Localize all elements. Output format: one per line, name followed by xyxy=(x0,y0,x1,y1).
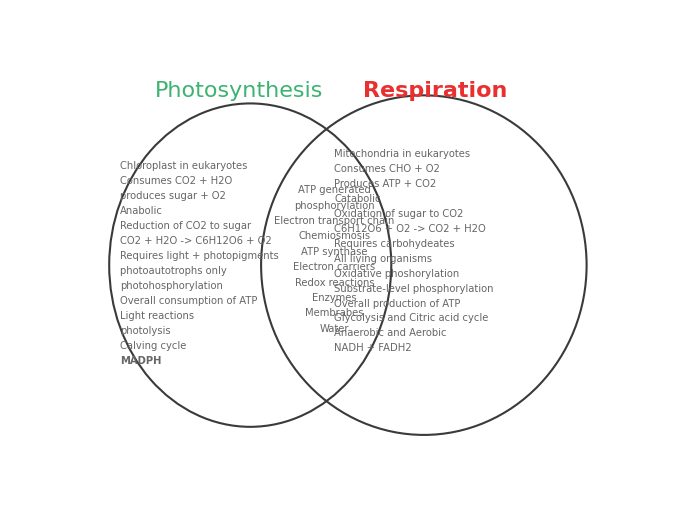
Text: Produces ATP + CO2: Produces ATP + CO2 xyxy=(335,179,437,189)
Text: Oxidative phoshorylation: Oxidative phoshorylation xyxy=(335,269,460,279)
Text: Respiration: Respiration xyxy=(363,81,507,101)
Text: Electron transport chain: Electron transport chain xyxy=(274,216,395,226)
Text: Anaerobic and Aerobic: Anaerobic and Aerobic xyxy=(335,329,447,339)
Text: photoautotrophs only: photoautotrophs only xyxy=(120,266,227,276)
Text: Mitochondria in eukaryotes: Mitochondria in eukaryotes xyxy=(335,149,470,159)
Text: Chloroplast in eukaryotes: Chloroplast in eukaryotes xyxy=(120,161,247,171)
Text: produces sugar + O2: produces sugar + O2 xyxy=(120,191,226,201)
Text: Calving cycle: Calving cycle xyxy=(120,341,186,351)
Text: NADH + FADH2: NADH + FADH2 xyxy=(335,343,412,353)
Text: Requires carbohydeates: Requires carbohydeates xyxy=(335,239,455,249)
Text: Substrate-level phosphorylation: Substrate-level phosphorylation xyxy=(335,284,493,293)
Text: Electron carriers: Electron carriers xyxy=(293,262,375,272)
Text: photohosphorylation: photohosphorylation xyxy=(120,281,223,291)
Text: Redox reactions: Redox reactions xyxy=(295,278,374,288)
Text: CO2 + H2O -> C6H12O6 + O2: CO2 + H2O -> C6H12O6 + O2 xyxy=(120,236,272,246)
Text: MADPH: MADPH xyxy=(120,355,162,365)
Text: Anabolic: Anabolic xyxy=(120,206,163,216)
Text: Oxidation of sugar to CO2: Oxidation of sugar to CO2 xyxy=(335,209,463,219)
Text: phosphorylation: phosphorylation xyxy=(294,201,374,211)
Text: Membrabes: Membrabes xyxy=(305,308,363,318)
Text: Catabolic: Catabolic xyxy=(335,194,381,204)
Text: Overall production of ATP: Overall production of ATP xyxy=(335,299,461,309)
Text: Requires light + photopigments: Requires light + photopigments xyxy=(120,251,279,261)
Text: Reduction of CO2 to sugar: Reduction of CO2 to sugar xyxy=(120,221,251,231)
Text: Consumes CHO + O2: Consumes CHO + O2 xyxy=(335,164,440,174)
Text: Overall consumption of ATP: Overall consumption of ATP xyxy=(120,296,258,306)
Text: Photosynthesis: Photosynthesis xyxy=(155,81,323,101)
Text: ATP synthase: ATP synthase xyxy=(301,247,368,257)
Text: C6H12O6 + O2 -> CO2 + H2O: C6H12O6 + O2 -> CO2 + H2O xyxy=(335,224,486,234)
Text: photolysis: photolysis xyxy=(120,326,171,335)
Text: Light reactions: Light reactions xyxy=(120,311,194,321)
Text: Water: Water xyxy=(320,323,349,333)
Text: ATP generated: ATP generated xyxy=(298,185,371,195)
Text: Glycolysis and Citric acid cycle: Glycolysis and Citric acid cycle xyxy=(335,313,489,323)
Text: Enzymes: Enzymes xyxy=(312,293,356,303)
Text: All living organisms: All living organisms xyxy=(335,254,433,264)
Text: Chemiosmosis: Chemiosmosis xyxy=(298,232,370,242)
Text: Consumes CO2 + H2O: Consumes CO2 + H2O xyxy=(120,176,232,186)
